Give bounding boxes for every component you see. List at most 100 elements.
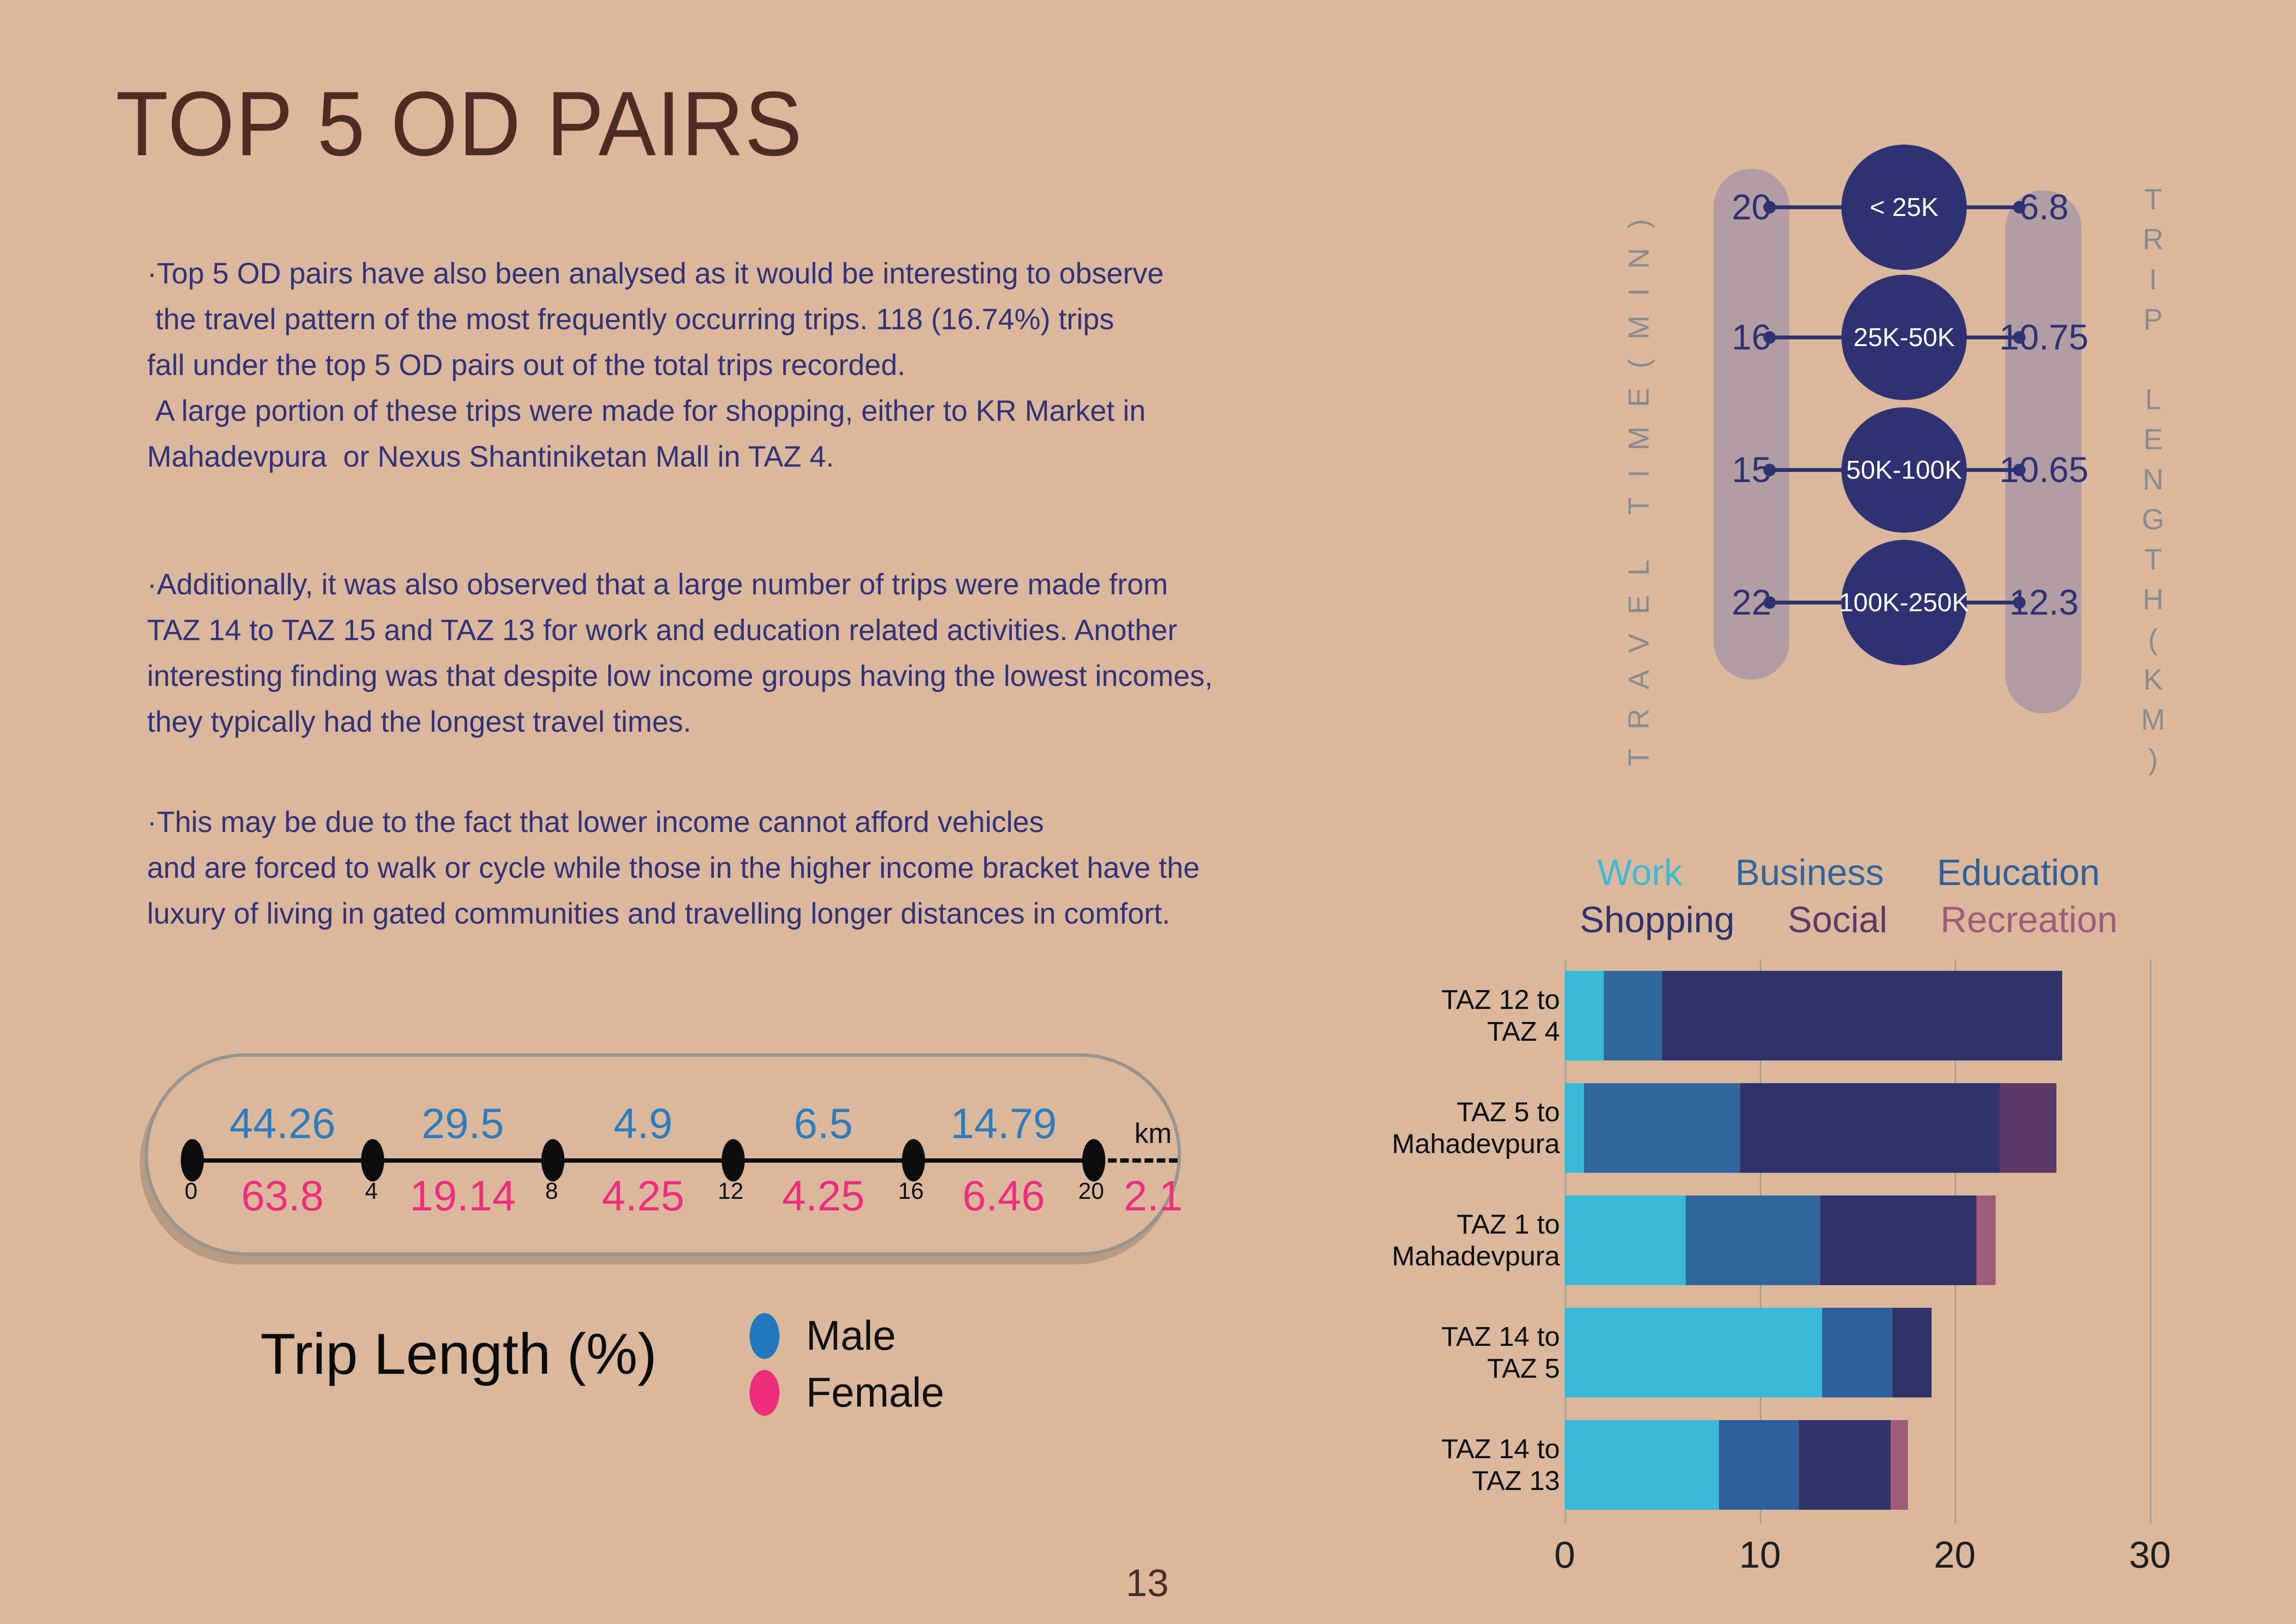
male-value-1: 29.5 <box>421 1100 504 1147</box>
connector-left-3 <box>1769 601 1841 604</box>
trip-length-value-3: 12.3 <box>2009 582 2079 622</box>
bar-1-seg-social <box>2000 1083 2056 1173</box>
trip-length-value-2: 10.65 <box>1999 450 2089 490</box>
connector-right-2 <box>1967 468 2020 472</box>
connector-left-1 <box>1769 336 1841 339</box>
legend-item-education: Education <box>1937 852 2100 893</box>
trip-tick-4: 4 <box>364 1179 378 1204</box>
page-title: TOP 5 OD PAIRS <box>116 73 803 175</box>
bar-2 <box>1565 1195 1996 1285</box>
connector-dot-left-0 <box>1763 201 1776 214</box>
trip-axis-line <box>192 1158 1096 1163</box>
trip-length-value-1: 10.75 <box>1999 317 2089 357</box>
gender-legend: Male Female <box>750 1307 944 1421</box>
female-value-3: 4.25 <box>782 1172 865 1220</box>
grid-line-30 <box>2150 959 2151 1523</box>
male-value-0: 44.26 <box>229 1100 336 1147</box>
income-circle-1: 25K-50K <box>1841 275 1967 400</box>
bar-4 <box>1565 1420 1908 1510</box>
bar-3 <box>1565 1308 1932 1397</box>
legend-item-shopping: Shopping <box>1580 899 1735 940</box>
trip-length-pill <box>2005 190 2081 713</box>
travel-time-pill <box>1714 169 1789 680</box>
connector-dot-right-3 <box>2013 596 2026 609</box>
category-label-0: TAZ 12 to TAZ 4 <box>1441 984 1560 1047</box>
income-group-0: < 25K <box>1869 193 1939 222</box>
x-axis-tick-30: 30 <box>2129 1533 2171 1576</box>
activity-chart: TAZ 12 to TAZ 4 TAZ 5 to Mahadevpura TAZ… <box>1392 959 2203 1624</box>
trip-length-axis-label: TRIP LENGTH(KM) <box>2137 183 2169 783</box>
male-value-2: 4.9 <box>613 1100 673 1147</box>
paragraph-2: ·Additionally, it was also observed that… <box>147 568 1213 738</box>
km-unit-label: km <box>1134 1118 1172 1149</box>
trip-length-value-0: 6.8 <box>2019 187 2069 227</box>
page-number: 13 <box>1126 1561 1169 1604</box>
bar-2-seg-recreation <box>1976 1195 1996 1285</box>
trip-tick-20: 20 <box>1078 1179 1104 1204</box>
bar-3-seg-shopping <box>1892 1308 1932 1397</box>
income-group-2: 50K-100K <box>1846 456 1962 484</box>
connector-left-0 <box>1769 205 1841 209</box>
trip-length-title: Trip Length (%) <box>260 1322 657 1386</box>
bar-1-seg-business <box>1584 1083 1741 1173</box>
connector-right-3 <box>1967 601 2020 604</box>
bar-4-seg-recreation <box>1890 1420 1908 1510</box>
male-value-3: 6.5 <box>793 1100 853 1147</box>
income-circle-2: 50K-100K <box>1841 407 1967 533</box>
legend-item-business: Business <box>1735 852 1884 893</box>
trip-dot-0 <box>181 1139 204 1181</box>
bar-2-seg-shopping <box>1820 1195 1976 1285</box>
trip-tick-8: 8 <box>545 1179 558 1204</box>
bar-0-seg-shopping <box>1662 971 2062 1060</box>
female-label: Female <box>806 1369 944 1416</box>
bar-4-seg-work <box>1565 1420 1719 1510</box>
male-value-4: 14.79 <box>950 1100 1057 1147</box>
bar-4-seg-education <box>1719 1420 1799 1510</box>
legend-item-work: Work <box>1597 852 1682 893</box>
female-value-over20: 2.1 <box>1123 1172 1183 1220</box>
bar-3-seg-work <box>1565 1308 1823 1397</box>
income-circle-0: < 25K <box>1841 145 1967 270</box>
x-axis-tick-10: 10 <box>1739 1533 1781 1576</box>
bar-2-seg-work <box>1565 1195 1686 1285</box>
connector-left-2 <box>1769 468 1841 472</box>
trip-dot-4 <box>902 1139 925 1181</box>
trip-axis-dashed <box>1096 1158 1178 1163</box>
bar-2-seg-business <box>1685 1195 1821 1285</box>
income-diagram: TRAVEL TIME(MIN) TRIP LENGTH(KM) 20 < 25… <box>1610 145 2237 783</box>
legend-item-recreation: Recreation <box>1940 899 2118 940</box>
legend-item-social: Social <box>1787 899 1888 940</box>
male-label: Male <box>806 1312 896 1359</box>
bar-4-seg-shopping <box>1799 1420 1891 1510</box>
bar-1-seg-shopping <box>1740 1083 2000 1173</box>
connector-right-1 <box>1967 336 2020 339</box>
female-value-2: 4.25 <box>602 1172 685 1220</box>
trip-dot-1 <box>361 1139 384 1181</box>
connector-dot-left-3 <box>1763 596 1776 609</box>
bar-0 <box>1565 971 2062 1060</box>
paragraph-3: ·This may be due to the fact that lower … <box>147 805 1200 930</box>
connector-dot-left-1 <box>1763 331 1776 344</box>
category-label-4: TAZ 14 to TAZ 13 <box>1441 1434 1560 1496</box>
connector-dot-right-1 <box>2013 331 2026 344</box>
trip-dot-2 <box>541 1139 564 1181</box>
female-value-1: 19.14 <box>409 1172 516 1220</box>
bar-1-seg-work <box>1565 1083 1584 1173</box>
category-label-3: TAZ 14 to TAZ 5 <box>1441 1321 1560 1384</box>
female-swatch <box>750 1369 779 1416</box>
income-circle-3: 100K-250K <box>1839 540 1970 665</box>
category-label-2: TAZ 1 to Mahadevpura <box>1392 1209 1560 1272</box>
male-swatch <box>750 1313 779 1359</box>
bar-0-seg-work <box>1565 971 1604 1060</box>
travel-time-axis-label: TRAVEL TIME(MIN) <box>1623 200 1655 766</box>
connector-dot-right-0 <box>2013 201 2026 214</box>
bar-1 <box>1565 1083 2056 1173</box>
bar-3-seg-education <box>1822 1308 1893 1397</box>
female-value-4: 6.46 <box>962 1172 1045 1220</box>
income-group-1: 25K-50K <box>1853 323 1955 352</box>
trip-dot-3 <box>722 1139 745 1181</box>
trip-dot-5 <box>1082 1139 1105 1181</box>
connector-dot-left-2 <box>1763 464 1776 476</box>
income-group-3: 100K-250K <box>1839 588 1970 617</box>
